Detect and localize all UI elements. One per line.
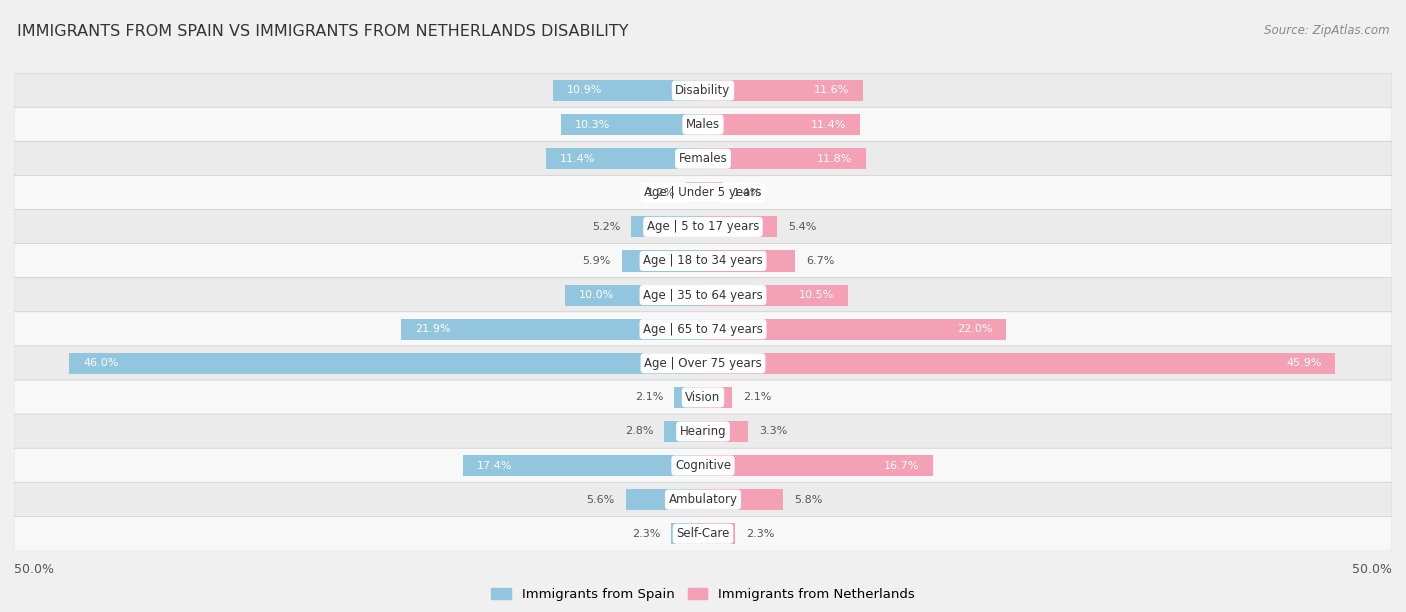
Text: 17.4%: 17.4%	[477, 461, 513, 471]
Text: 10.3%: 10.3%	[575, 119, 610, 130]
Text: 10.5%: 10.5%	[799, 290, 834, 300]
Bar	[703, 421, 748, 442]
Bar	[703, 489, 783, 510]
Bar	[671, 523, 703, 544]
Bar	[703, 114, 860, 135]
Text: 2.1%: 2.1%	[634, 392, 664, 402]
Text: Age | 18 to 34 years: Age | 18 to 34 years	[643, 255, 763, 267]
Bar	[546, 148, 703, 170]
Text: Cognitive: Cognitive	[675, 459, 731, 472]
Bar	[463, 455, 703, 476]
Text: 5.8%: 5.8%	[794, 494, 823, 505]
FancyBboxPatch shape	[14, 517, 1392, 551]
Text: Vision: Vision	[685, 391, 721, 404]
Text: 1.2%: 1.2%	[647, 188, 675, 198]
Text: IMMIGRANTS FROM SPAIN VS IMMIGRANTS FROM NETHERLANDS DISABILITY: IMMIGRANTS FROM SPAIN VS IMMIGRANTS FROM…	[17, 24, 628, 40]
Text: 46.0%: 46.0%	[83, 358, 118, 368]
Text: 5.2%: 5.2%	[592, 222, 620, 232]
Text: Source: ZipAtlas.com: Source: ZipAtlas.com	[1264, 24, 1389, 37]
Bar	[69, 353, 703, 374]
FancyBboxPatch shape	[14, 278, 1392, 313]
Bar	[621, 250, 703, 272]
Text: Self-Care: Self-Care	[676, 528, 730, 540]
Text: 50.0%: 50.0%	[14, 563, 53, 576]
Text: Age | Over 75 years: Age | Over 75 years	[644, 357, 762, 370]
Text: 16.7%: 16.7%	[884, 461, 920, 471]
Text: 2.3%: 2.3%	[631, 529, 661, 539]
Bar	[553, 80, 703, 101]
Bar	[673, 387, 703, 408]
Bar	[401, 319, 703, 340]
Text: 10.0%: 10.0%	[579, 290, 614, 300]
Bar	[665, 421, 703, 442]
Bar	[561, 114, 703, 135]
Text: 10.9%: 10.9%	[567, 86, 602, 95]
Bar	[703, 250, 796, 272]
Text: Ambulatory: Ambulatory	[668, 493, 738, 506]
Bar	[703, 80, 863, 101]
FancyBboxPatch shape	[14, 482, 1392, 517]
Text: 3.3%: 3.3%	[759, 427, 787, 436]
Text: 11.4%: 11.4%	[560, 154, 595, 163]
Text: 45.9%: 45.9%	[1286, 358, 1322, 368]
Bar	[703, 353, 1336, 374]
Bar	[686, 182, 703, 203]
Text: 1.4%: 1.4%	[734, 188, 762, 198]
Bar	[703, 285, 848, 305]
Text: 5.9%: 5.9%	[582, 256, 610, 266]
Text: 22.0%: 22.0%	[957, 324, 993, 334]
Text: 5.6%: 5.6%	[586, 494, 614, 505]
Text: 2.8%: 2.8%	[624, 427, 654, 436]
FancyBboxPatch shape	[14, 380, 1392, 415]
FancyBboxPatch shape	[14, 346, 1392, 381]
Text: Age | 35 to 64 years: Age | 35 to 64 years	[643, 289, 763, 302]
Text: 11.4%: 11.4%	[811, 119, 846, 130]
Text: 50.0%: 50.0%	[1353, 563, 1392, 576]
FancyBboxPatch shape	[14, 141, 1392, 176]
Text: Age | Under 5 years: Age | Under 5 years	[644, 186, 762, 200]
Text: 11.8%: 11.8%	[817, 154, 852, 163]
Text: 2.3%: 2.3%	[745, 529, 775, 539]
Text: Disability: Disability	[675, 84, 731, 97]
FancyBboxPatch shape	[14, 73, 1392, 108]
FancyBboxPatch shape	[14, 244, 1392, 278]
Bar	[703, 182, 723, 203]
Text: 11.6%: 11.6%	[814, 86, 849, 95]
Bar	[565, 285, 703, 305]
Bar	[703, 523, 735, 544]
FancyBboxPatch shape	[14, 448, 1392, 483]
Bar	[703, 455, 934, 476]
Bar	[626, 489, 703, 510]
Bar	[703, 216, 778, 237]
Bar	[703, 319, 1007, 340]
Bar	[631, 216, 703, 237]
Text: Hearing: Hearing	[679, 425, 727, 438]
Bar	[703, 148, 866, 170]
Text: 2.1%: 2.1%	[742, 392, 772, 402]
Text: Males: Males	[686, 118, 720, 131]
FancyBboxPatch shape	[14, 107, 1392, 142]
FancyBboxPatch shape	[14, 176, 1392, 210]
Bar	[703, 387, 733, 408]
Legend: Immigrants from Spain, Immigrants from Netherlands: Immigrants from Spain, Immigrants from N…	[486, 582, 920, 606]
FancyBboxPatch shape	[14, 414, 1392, 449]
Text: Females: Females	[679, 152, 727, 165]
Text: Age | 5 to 17 years: Age | 5 to 17 years	[647, 220, 759, 233]
Text: Age | 65 to 74 years: Age | 65 to 74 years	[643, 323, 763, 335]
Text: 21.9%: 21.9%	[415, 324, 450, 334]
Text: 6.7%: 6.7%	[807, 256, 835, 266]
FancyBboxPatch shape	[14, 209, 1392, 244]
Text: 5.4%: 5.4%	[789, 222, 817, 232]
FancyBboxPatch shape	[14, 312, 1392, 346]
